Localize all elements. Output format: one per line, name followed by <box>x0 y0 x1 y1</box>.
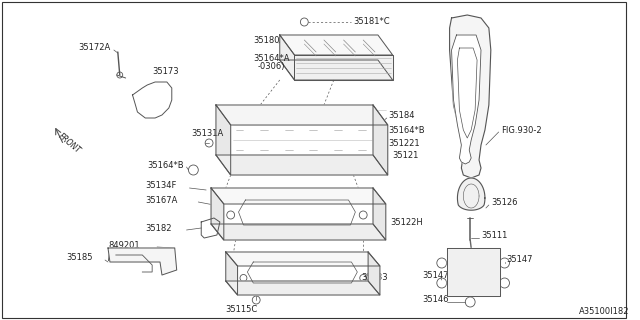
Polygon shape <box>452 35 481 164</box>
Text: -0306): -0306) <box>257 61 285 70</box>
Polygon shape <box>108 248 177 275</box>
Text: FIG.930-2: FIG.930-2 <box>500 125 541 134</box>
Polygon shape <box>449 15 491 178</box>
Polygon shape <box>280 35 294 80</box>
Polygon shape <box>211 188 224 240</box>
Text: 35184: 35184 <box>388 110 415 119</box>
Text: 35185: 35185 <box>67 253 93 262</box>
Text: 35147: 35147 <box>422 270 449 279</box>
Text: 35115C: 35115C <box>226 306 258 315</box>
Polygon shape <box>280 35 393 55</box>
Text: 35133: 35133 <box>361 273 388 282</box>
Text: 35164*B: 35164*B <box>388 125 426 134</box>
Polygon shape <box>368 252 380 295</box>
Polygon shape <box>216 105 388 125</box>
Polygon shape <box>373 105 388 175</box>
Text: 35126: 35126 <box>491 197 517 206</box>
Polygon shape <box>216 105 230 175</box>
Text: 35146: 35146 <box>422 295 449 305</box>
Text: 35147: 35147 <box>506 255 533 265</box>
Text: 351221: 351221 <box>388 139 420 148</box>
Text: 35111: 35111 <box>481 230 508 239</box>
Text: 35173: 35173 <box>152 67 179 76</box>
Text: 35134F: 35134F <box>145 180 177 189</box>
Text: 35164*B: 35164*B <box>147 161 184 170</box>
Text: 35167A: 35167A <box>145 196 178 204</box>
Polygon shape <box>216 155 388 175</box>
Text: 35181*C: 35181*C <box>353 17 390 26</box>
Text: 35131A: 35131A <box>191 129 223 138</box>
Text: 35164*A: 35164*A <box>253 53 290 62</box>
Text: 35121: 35121 <box>393 150 419 159</box>
Text: FRONT: FRONT <box>57 131 83 155</box>
Polygon shape <box>226 252 237 295</box>
Polygon shape <box>226 281 380 295</box>
Polygon shape <box>447 248 500 296</box>
Polygon shape <box>280 60 393 80</box>
Text: 35172A: 35172A <box>79 43 111 52</box>
Text: 35182: 35182 <box>145 223 172 233</box>
Text: 849201: 849201 <box>108 241 140 250</box>
Polygon shape <box>294 55 393 80</box>
Polygon shape <box>226 252 380 266</box>
Polygon shape <box>211 188 386 204</box>
Polygon shape <box>458 178 485 210</box>
Text: 35122H: 35122H <box>390 218 424 227</box>
Polygon shape <box>373 188 386 240</box>
Text: A35100I182: A35100I182 <box>579 308 630 316</box>
Text: 35180: 35180 <box>253 36 280 44</box>
Polygon shape <box>211 224 386 240</box>
